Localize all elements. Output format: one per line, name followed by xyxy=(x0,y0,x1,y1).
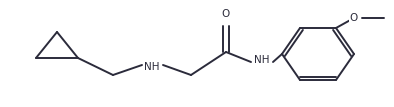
Text: O: O xyxy=(222,9,230,19)
Text: O: O xyxy=(350,13,358,23)
Text: NH: NH xyxy=(144,62,160,72)
Text: NH: NH xyxy=(254,55,270,65)
